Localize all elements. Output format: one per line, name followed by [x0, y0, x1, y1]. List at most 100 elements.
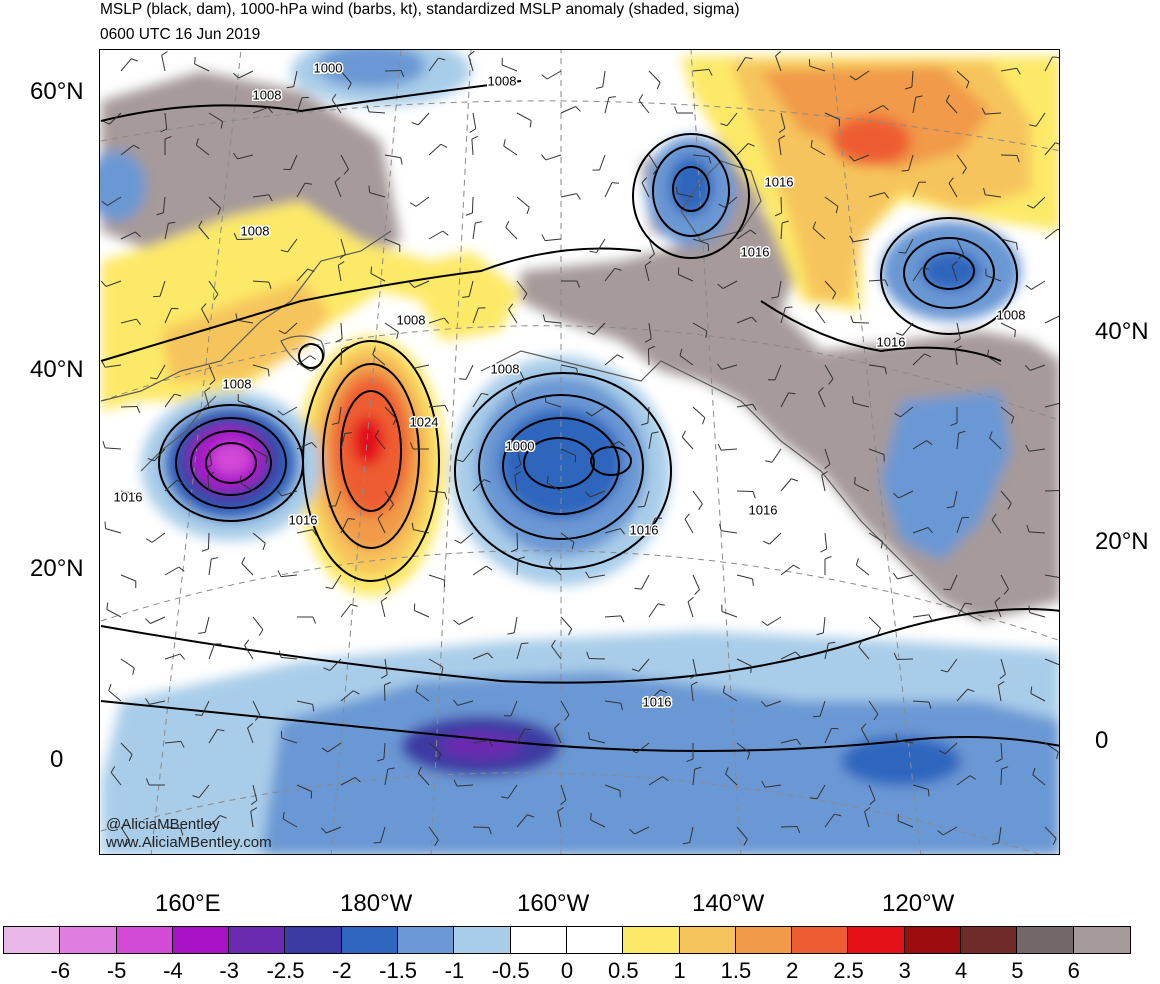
- wind-barb-295: [514, 617, 517, 633]
- wind-barb-flag-176: [137, 406, 140, 412]
- wind-barb-266: [209, 559, 211, 575]
- wind-barb-flag-255: [685, 514, 689, 519]
- wind-barb-flag-237: [855, 477, 856, 484]
- wind-barb-268: [281, 575, 297, 577]
- wind-barb-flag-269: [326, 587, 333, 588]
- wind-barb-flag-158: [310, 356, 316, 360]
- colorbar-swatch: [511, 927, 567, 953]
- wind-barb-137: [341, 323, 342, 339]
- wind-barb-flag-258: [820, 549, 826, 552]
- wind-barb-54: [546, 155, 561, 160]
- wind-barb-234: [737, 491, 753, 492]
- wind-barb-flag-402: [374, 842, 381, 843]
- wind-barb-50: [385, 155, 401, 158]
- wind-barb-flag-286: [107, 603, 108, 610]
- wind-barb-6: [385, 70, 401, 71]
- wind-barb-32: [561, 106, 576, 113]
- anomaly-region-13: [831, 116, 911, 166]
- wind-barb-flag-311: [245, 640, 249, 646]
- wind-barb-211: [682, 437, 693, 449]
- isobar-label: 1016: [289, 512, 318, 527]
- wind-barb-flag-307: [1029, 606, 1030, 613]
- wind-barb-76: [561, 194, 577, 197]
- anomaly-region-26: [669, 156, 713, 216]
- colorbar-swatch: [117, 927, 173, 953]
- wind-barb-250: [461, 533, 473, 543]
- wind-barb-flag-1: [162, 52, 168, 56]
- latitude-label: 0: [1095, 729, 1108, 753]
- wind-barb-242: [106, 529, 121, 533]
- wind-barb-flag-289: [259, 630, 263, 636]
- wind-barb-298: [649, 604, 658, 617]
- colorbar-tick-label: -0.5: [492, 958, 530, 984]
- wind-barb-11: [603, 71, 605, 87]
- wind-barb-257: [769, 533, 781, 544]
- colorbar-swatch: [792, 927, 848, 953]
- colorbar-swatch: [848, 927, 904, 953]
- wind-barb-264: [121, 575, 136, 581]
- wind-barb-flag-11: [596, 87, 603, 89]
- wind-barb-289: [253, 617, 263, 630]
- colorbar-tick-label: 1.5: [721, 958, 752, 984]
- wind-barb-296: [561, 617, 572, 629]
- colorbar-swatch: [1074, 927, 1130, 953]
- wind-barb-flag-296: [569, 629, 572, 635]
- wind-barb-29: [418, 113, 429, 125]
- colorbar-tick-label: -2: [332, 958, 352, 984]
- isobar-label: 1008: [241, 223, 270, 238]
- wind-barb-55: [600, 155, 605, 170]
- wind-barb-282: [897, 575, 913, 579]
- wind-barb-flag-301: [762, 621, 768, 625]
- wind-barb-302: [823, 617, 825, 633]
- longitude-label: 180°W: [340, 892, 412, 916]
- wind-barb-flag-149: [851, 316, 853, 323]
- wind-barb-159: [341, 349, 342, 365]
- wind-barb-flag-290: [313, 617, 316, 624]
- wind-barb-flag-109: [1058, 229, 1060, 233]
- wind-barb-flag-97: [506, 221, 509, 227]
- wind-barb-flag-299: [688, 597, 693, 601]
- wind-barb-flag-235: [791, 479, 798, 481]
- colorbar-tick-label: -1.5: [379, 958, 417, 984]
- wind-barb-flag-330: [109, 684, 111, 691]
- wind-barb-flag-322: [751, 666, 752, 673]
- wind-barb-flag-138: [397, 332, 399, 339]
- wind-barb-336: [384, 685, 385, 701]
- credit-website[interactable]: www.AliciaMBentley.com: [106, 834, 272, 851]
- wind-barb-flag-32: [576, 106, 581, 111]
- wind-barb-212: [721, 449, 737, 450]
- isobar-label: 1008: [488, 73, 517, 88]
- wind-barb-flag-28: [367, 105, 369, 112]
- wind-barb-flag-147: [785, 307, 792, 308]
- wind-barb-255: [685, 519, 693, 533]
- wind-barb-flag-96: [475, 222, 482, 224]
- wind-barb-flag-276: [635, 588, 642, 589]
- wind-barb-256: [721, 531, 737, 533]
- colorbar-tick-label: 2.5: [833, 958, 864, 984]
- colorbar-swatch: [4, 927, 60, 953]
- wind-barb-34: [639, 100, 649, 113]
- wind-barb-311: [245, 645, 253, 659]
- wind-barb-213: [772, 449, 781, 462]
- wind-barb-flag-407: [591, 813, 592, 820]
- latitude-label: 20°N: [30, 557, 84, 581]
- wind-barb-12: [649, 71, 660, 83]
- wind-barb-9: [502, 65, 517, 71]
- isobar-label: 1016: [741, 244, 770, 259]
- colorbar-swatch: [961, 927, 1017, 953]
- wind-barb-flag-277: [695, 590, 700, 595]
- wind-barb-flag-233: [699, 504, 703, 510]
- isobar-label: 1000: [314, 60, 343, 75]
- wind-barb-142: [545, 321, 561, 323]
- colorbar-tick-label: 1: [673, 958, 685, 984]
- wind-barb-258: [825, 533, 827, 549]
- wind-barb-flag-317: [521, 643, 528, 644]
- colorbar-swatch: [567, 927, 623, 953]
- wind-barb-flag-304: [929, 615, 932, 621]
- wind-barb-flag-292: [381, 597, 387, 601]
- wind-barb-flag-52: [472, 136, 478, 139]
- wind-barb-2: [195, 64, 209, 71]
- wind-barb-411: [781, 826, 797, 827]
- wind-barb-flag-267: [242, 557, 245, 563]
- longitude-label: 160°W: [517, 892, 589, 916]
